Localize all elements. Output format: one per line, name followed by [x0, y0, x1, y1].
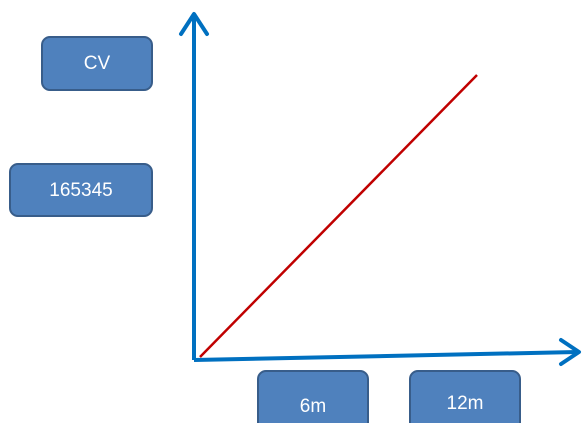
label-box — [257, 370, 369, 423]
box-text: 12m — [447, 393, 484, 414]
box-text: 6m — [300, 396, 326, 417]
canvas: CV 165345 6m 12m — [9, 12, 581, 423]
trend-line — [199, 74, 478, 358]
x-axis — [193, 350, 578, 362]
label-box — [409, 370, 521, 423]
label-box — [41, 36, 153, 91]
x-axis-arrow — [559, 338, 581, 366]
box-text: CV — [84, 53, 111, 74]
label-box — [9, 163, 153, 217]
y-axis-arrow — [179, 12, 209, 36]
box-text: 165345 — [49, 180, 112, 201]
